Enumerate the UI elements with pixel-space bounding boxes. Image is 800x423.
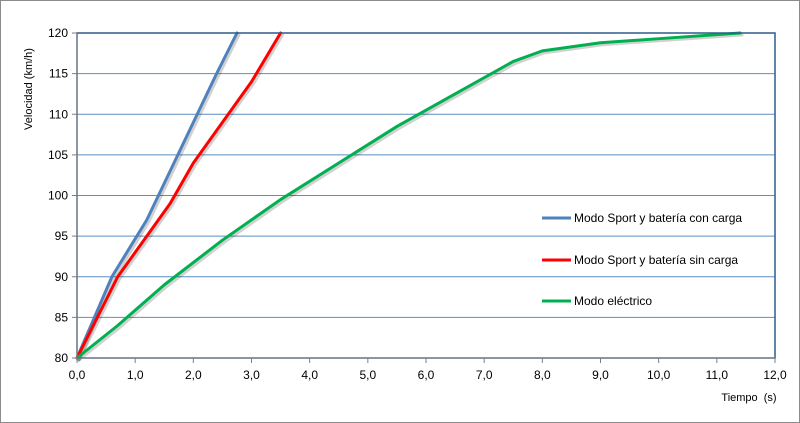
series-line-shadow (77, 33, 241, 362)
x-tick-label: 1,0 (127, 368, 144, 382)
y-tick-label: 95 (55, 229, 69, 243)
legend-label: Modo eléctrico (574, 294, 652, 308)
x-tick-label: 8,0 (534, 368, 551, 382)
y-tick-label: 100 (48, 189, 68, 203)
series-line-shadow (77, 33, 744, 362)
x-tick-label: 3,0 (243, 368, 260, 382)
x-tick-label: 9,0 (592, 368, 609, 382)
y-tick-label: 90 (55, 270, 69, 284)
y-axis-ticks: 80 85 90 95 100 105 110 115 120 (48, 26, 77, 365)
x-tick-label: 12,0 (763, 368, 787, 382)
series-lines (75, 31, 744, 362)
y-tick-label: 110 (49, 107, 68, 121)
x-tick-label: 6,0 (418, 368, 435, 382)
grid-lines (77, 32, 775, 359)
x-axis-ticks: 0,0 1,0 2,0 3,0 4,0 5,0 6,0 7,0 8,0 9,0 10,0 11,0 12… (69, 358, 787, 382)
series-line (75, 31, 742, 360)
series-line (75, 31, 239, 360)
x-tick-label: 11,0 (706, 368, 729, 382)
y-tick-label: 115 (49, 67, 68, 81)
y-tick-label: 120 (48, 26, 68, 40)
x-tick-label: 0,0 (69, 368, 86, 382)
legend-label: Modo Sport y batería sin carga (574, 253, 738, 267)
x-tick-label: 10,0 (647, 368, 671, 382)
y-tick-label: 80 (55, 351, 69, 365)
y-axis-title: Velocidad (km/h) (23, 48, 35, 130)
x-tick-label: 5,0 (359, 368, 376, 382)
y-tick-label: 105 (48, 148, 68, 162)
x-tick-label: 7,0 (476, 368, 493, 382)
series-line-shadow (77, 33, 285, 362)
y-tick-label: 85 (55, 310, 69, 324)
x-tick-label: 4,0 (301, 368, 318, 382)
x-tick-label: 2,0 (185, 368, 202, 382)
legend-label: Modo Sport y batería con carga (574, 211, 742, 225)
series-line (75, 31, 283, 360)
legend: Modo Sport y batería con carga Modo Sport… (542, 211, 742, 308)
x-axis-title: Tiempo (s) (721, 392, 776, 404)
